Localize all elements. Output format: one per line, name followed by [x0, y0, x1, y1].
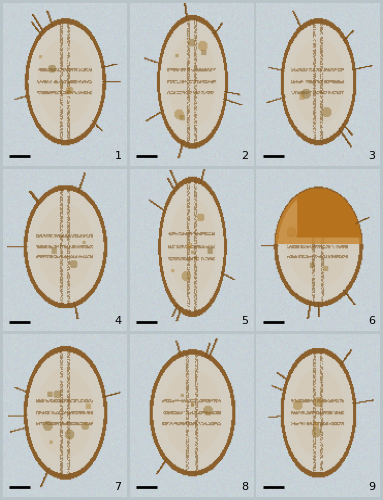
Text: 9: 9 — [368, 482, 375, 492]
Text: 7: 7 — [115, 482, 122, 492]
Text: 5: 5 — [241, 316, 248, 326]
Text: 4: 4 — [115, 316, 122, 326]
Text: 1: 1 — [115, 151, 122, 161]
Text: 2: 2 — [241, 151, 248, 161]
Text: 6: 6 — [368, 316, 375, 326]
Text: 8: 8 — [241, 482, 248, 492]
Text: 3: 3 — [368, 151, 375, 161]
